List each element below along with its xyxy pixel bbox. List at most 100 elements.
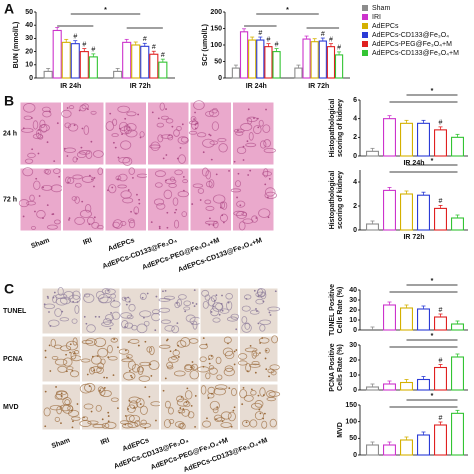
y-axis-label: BUN (mmol/L) [13,22,20,69]
tissue-texture [153,198,165,206]
y-axis-label: scoring of kidney [337,171,344,229]
tissue-texture [61,109,72,118]
tissue-texture [271,335,279,344]
tissue-texture [174,211,176,214]
tissue-texture [83,125,90,136]
tissue-texture [171,125,174,128]
tissue-texture [165,179,167,182]
tissue-texture [221,294,223,297]
tissue-texture [101,321,114,327]
tissue-texture [54,358,68,366]
sig-star: * [431,278,434,285]
tissue-texture [47,297,49,299]
tissue-texture [188,338,199,344]
tissue-texture [228,170,230,172]
tissue-texture [128,399,131,402]
tissue-texture [73,352,75,355]
tissue-texture [95,290,105,300]
bar [231,67,241,79]
tissue-texture [196,132,207,138]
tissue-texture [41,106,51,112]
tissue-texture [32,133,43,140]
tissue-texture [135,212,137,215]
tissue-texture [217,137,227,143]
bar [272,51,281,79]
tissue-texture [176,157,179,160]
tissue-texture [197,188,205,194]
tissue-texture [128,300,131,303]
y-tick-label: 50 [25,9,33,16]
tissue-texture [150,141,161,152]
tissue-texture [60,422,62,425]
bar [70,43,80,79]
tissue-texture [235,180,242,188]
tissue-texture [128,369,131,372]
tissue-texture [56,122,59,125]
tissue-texture [178,411,181,414]
tissue-texture [253,289,256,292]
tissue-texture [182,189,185,192]
y-tick-label: 20 [349,357,357,364]
tissue-texture [209,400,220,411]
tissue-texture [242,159,245,161]
tissue-texture [69,370,80,378]
y-axis-label: Cells Rate (%) [337,344,344,391]
tissue-texture [112,219,123,229]
tissue-texture [111,311,121,320]
bar [399,193,413,231]
y-tick-label: 100 [210,42,222,49]
y-tick-label: 10 [25,62,33,69]
tissue-texture [143,316,145,319]
tissue-texture [67,177,75,184]
tissue-texture [33,180,41,190]
tissue-texture [205,343,208,346]
tissue-texture [119,126,132,135]
tissue-texture [224,365,234,372]
tissue-texture [68,218,70,221]
tissue-texture [22,127,25,130]
tissue-texture [131,376,133,379]
tissue-texture [114,146,117,149]
tissue-texture [242,218,254,224]
micrograph [81,287,121,335]
tissue-texture [193,118,196,121]
tissue-texture [108,296,111,299]
tissue-texture [208,354,214,360]
group-label: Sham [51,437,71,450]
tissue-texture [205,111,214,117]
tissue-texture [215,294,218,297]
micrograph [160,383,200,431]
tissue-texture [215,418,217,421]
tissue-texture [202,337,205,340]
tissue-texture [55,293,68,299]
y-tick-label: 40 [25,22,33,29]
legend-label: AdEPCs [372,23,399,30]
tissue-texture [83,403,94,410]
tissue-texture [93,369,95,372]
tissue-texture [42,110,52,118]
tissue-texture [172,197,179,206]
tissue-texture [216,374,223,381]
tissue-texture [212,317,221,323]
tissue-texture [149,144,161,149]
tissue-texture [183,300,191,307]
tissue-texture [121,320,129,329]
bar [302,38,311,79]
tissue-texture [157,117,160,120]
row-label: PCNA [3,356,23,363]
tissue-texture [208,133,211,136]
tissue-texture [233,128,245,133]
tissue-texture [93,177,96,179]
tissue-texture [72,174,83,180]
tissue-texture [73,124,76,127]
y-axis-label: Cells Rate (%) [337,287,344,334]
bar [416,122,430,157]
tissue-texture [85,322,88,325]
tissue-texture [254,400,264,408]
tissue-texture [74,182,82,188]
tissue-texture [30,225,36,230]
group-label: IRI [100,437,111,447]
tissue-texture [18,199,30,208]
tissue-texture [177,344,180,347]
